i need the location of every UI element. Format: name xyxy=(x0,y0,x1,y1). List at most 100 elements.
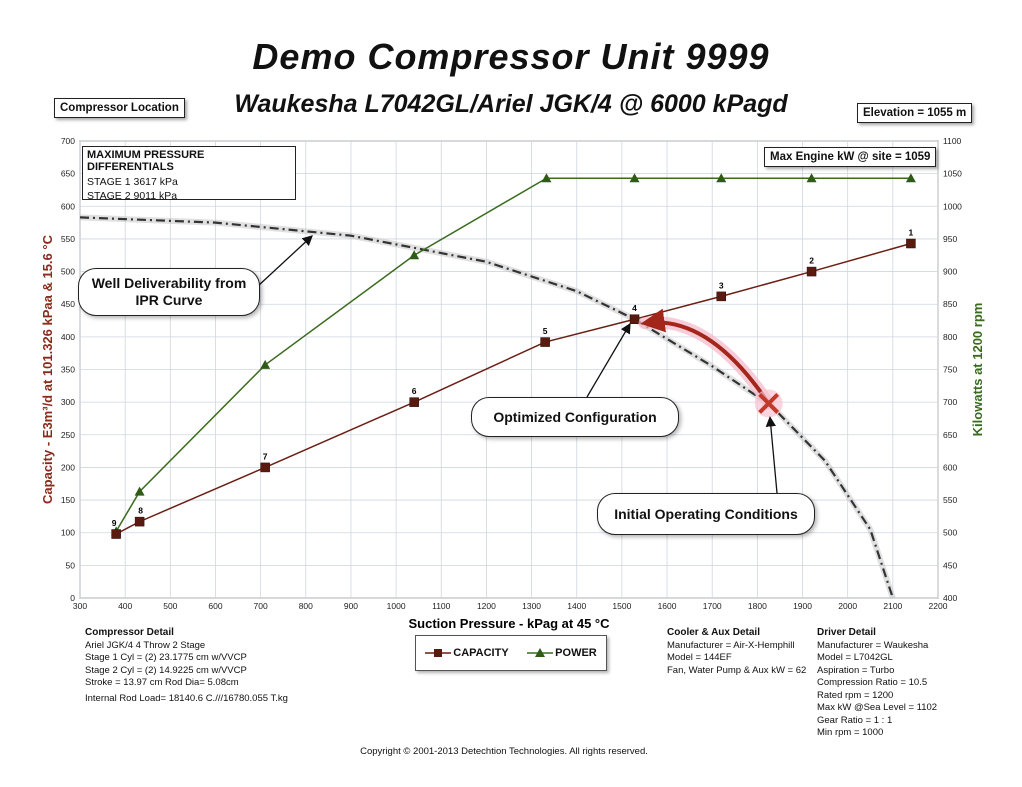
initial-conditions-callout: Initial Operating Conditions xyxy=(597,493,815,535)
compressor-detail-line: Internal Rod Load= 18140.6 C.///16780.05… xyxy=(85,692,288,704)
x-tick-label: 1800 xyxy=(748,601,767,611)
compressor-detail-line: Ariel JGK/4 4 Throw 2 Stage xyxy=(85,639,206,651)
series: 9 8 7 6 5 4 3 2 1 xyxy=(79,173,916,599)
driver-detail: Driver Detail Manufacturer = Waukesha Mo… xyxy=(817,627,967,740)
initial-point-x-mark xyxy=(758,393,780,414)
y-right-axis-label: Kilowatts at 1200 rpm xyxy=(970,303,985,437)
y-left-tick-label: 600 xyxy=(61,201,75,211)
grid xyxy=(79,140,939,599)
legend-power: POWER xyxy=(527,647,597,659)
y-right-tick-label: 450 xyxy=(943,560,957,570)
cooler-detail-line: Model = 144EF xyxy=(667,652,732,663)
x-tick-label: 1300 xyxy=(522,601,541,611)
capacity-point-label: 7 xyxy=(263,451,268,461)
x-tick-label: 800 xyxy=(299,601,313,611)
driver-detail-line: Rated rpm = 1200 xyxy=(817,689,894,701)
x-tick-label: 1700 xyxy=(703,601,722,611)
legend-capacity-swatch xyxy=(425,649,452,657)
legend-power-swatch xyxy=(527,648,554,657)
y-left-tick-label: 150 xyxy=(61,495,75,505)
max-engine-label: Max Engine kW @ site = 1059 xyxy=(764,147,937,167)
compressor-detail: Compressor Detail Ariel JGK/4 4 Throw 2 … xyxy=(85,627,415,705)
x-tick-label: 1500 xyxy=(612,601,631,611)
x-tick-label: 300 xyxy=(73,601,87,611)
y-right-tick-label: 850 xyxy=(943,299,957,309)
y-left-tick-label: 350 xyxy=(61,365,75,375)
x-tick-label: 700 xyxy=(254,601,268,611)
legend-capacity-label: CAPACITY xyxy=(453,647,509,659)
stage1-pressure: STAGE 1 3617 kPa xyxy=(87,176,178,188)
chart-legend: CAPACITY POWER xyxy=(415,635,607,671)
compressor-location-label: Compressor Location xyxy=(54,98,185,118)
y-right-tick-label: 800 xyxy=(943,332,957,342)
x-tick-label: 2200 xyxy=(929,601,948,611)
well-callout-pointer xyxy=(257,235,313,287)
x-tick-label: 1600 xyxy=(658,601,677,611)
x-tick-label: 2000 xyxy=(838,601,857,611)
x-axis-label: Suction Pressure - kPag at 45 °C xyxy=(409,616,611,631)
driver-detail-line: Aspiration = Turbo xyxy=(817,664,895,676)
y-left-tick-label: 50 xyxy=(66,560,76,570)
compressor-detail-header: Compressor Detail xyxy=(85,627,174,638)
copyright-notice: Copyright © 2001-2013 Detechtion Technol… xyxy=(360,746,648,757)
y-right-tick-label: 400 xyxy=(943,593,957,603)
power-marker xyxy=(716,173,727,183)
x-tick-label: 500 xyxy=(163,601,177,611)
cooler-detail-line: Fan, Water Pump & Aux kW = 62 xyxy=(667,664,807,676)
power-marker xyxy=(629,173,640,183)
cooler-detail-line: Manufacturer = Air-X-Hemphill xyxy=(667,639,795,651)
chart-title: Demo Compressor Unit 9999 xyxy=(252,36,770,77)
pressure-differentials-box: MAXIMUM PRESSURE DIFFERENTIALS STAGE 1 3… xyxy=(82,146,296,202)
capacity-marker xyxy=(260,462,270,473)
y-left-tick-label: 250 xyxy=(61,430,75,440)
x-tick-label: 1000 xyxy=(387,601,406,611)
y-right-tick-label: 650 xyxy=(943,430,957,440)
x-tick-label: 1400 xyxy=(567,601,586,611)
driver-detail-line: Gear Ratio = 1 : 1 xyxy=(817,714,893,726)
compressor-detail-line: Stroke = 13.97 cm Rod Dia= 5.08cm xyxy=(85,677,239,688)
cooler-detail: Cooler & Aux Detail Manufacturer = Air-X… xyxy=(667,627,827,677)
y-right-tick-label: 1050 xyxy=(943,169,962,179)
compressor-detail-line: Stage 2 Cyl = (2) 14.9225 cm w/VVCP xyxy=(85,664,247,676)
y-left-tick-label: 200 xyxy=(61,462,75,472)
capacity-point-label: 8 xyxy=(138,506,143,516)
capacity-point-label: 9 xyxy=(112,518,117,528)
capacity-marker xyxy=(906,238,916,249)
chart-subtitle: Waukesha L7042GL/Ariel JGK/4 @ 6000 kPag… xyxy=(234,90,788,118)
capacity-marker xyxy=(111,529,121,539)
driver-detail-line: Max kW @Sea Level = 1102 xyxy=(817,702,938,713)
x-tick-label: 1900 xyxy=(793,601,812,611)
x-tick-label: 2100 xyxy=(883,601,902,611)
compressor-detail-line: Stage 1 Cyl = (2) 23.1775 cm w/VVCP xyxy=(85,652,247,663)
capacity-point-label: 6 xyxy=(412,386,417,396)
y-right-tick-label: 750 xyxy=(943,365,957,375)
y-left-tick-label: 300 xyxy=(61,397,75,407)
well-deliverability-callout: Well Deliverability from IPR Curve xyxy=(78,268,260,316)
capacity-marker xyxy=(629,314,640,324)
legend-power-label: POWER xyxy=(555,647,597,659)
annotations xyxy=(257,235,783,494)
y-left-tick-label: 0 xyxy=(70,593,75,603)
capacity-point-label: 1 xyxy=(909,227,914,237)
capacity-point-label: 5 xyxy=(543,326,548,336)
optimized-configuration-callout: Optimized Configuration xyxy=(471,397,679,437)
y-left-axis-label: Capacity - E3m³/d at 101.326 kPaa & 15.6… xyxy=(40,234,55,504)
stage2-pressure: STAGE 2 9011 kPa xyxy=(87,190,178,202)
capacity-marker xyxy=(134,516,145,527)
power-marker xyxy=(806,173,817,183)
driver-detail-line: Min rpm = 1000 xyxy=(817,727,884,738)
power-marker xyxy=(409,250,420,260)
y-right-tick-label: 550 xyxy=(943,495,957,505)
x-tick-label: 900 xyxy=(344,601,358,611)
power-marker xyxy=(905,173,916,183)
transition-arrow xyxy=(640,308,771,405)
y-right-tick-label: 900 xyxy=(943,267,957,277)
capacity-marker xyxy=(540,337,550,347)
driver-detail-line: Compression Ratio = 10.5 xyxy=(817,677,928,688)
y-left-tick-label: 400 xyxy=(61,332,75,342)
y-right-tick-label: 600 xyxy=(943,462,957,472)
x-tick-label: 600 xyxy=(208,601,222,611)
y-right-tick-label: 1100 xyxy=(943,136,962,146)
cooler-detail-header: Cooler & Aux Detail xyxy=(667,627,760,638)
